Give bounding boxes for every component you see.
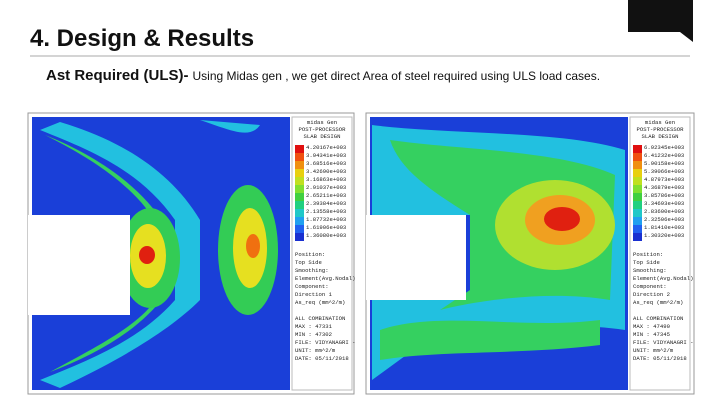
legend-value: 6.92345e+003 — [644, 144, 684, 151]
legend-info: MAX : 47490 — [633, 323, 671, 330]
legend-value: 3.16863e+003 — [306, 176, 346, 183]
legend-value: 1.87732e+003 — [306, 216, 346, 223]
legend-swatch — [633, 225, 642, 233]
legend-swatch — [295, 201, 304, 209]
legend-value: 4.20167e+003 — [306, 144, 346, 151]
legend-info: Top Side — [633, 259, 660, 266]
legend-swatch — [295, 145, 304, 153]
legend-header: midas Gen — [645, 119, 675, 126]
legend-value: 2.83600e+003 — [644, 208, 684, 215]
legend-value: 4.87973e+003 — [644, 176, 684, 183]
legend-info: FILE: VIDYANAGRI - — [295, 339, 355, 346]
legend-info: As_req (mm^2/m) — [633, 299, 683, 306]
legend-header: SLAB DESIGN — [304, 133, 341, 140]
legend-info: Component: — [633, 283, 667, 290]
legend-value: 3.42690e+003 — [306, 168, 346, 175]
legend-info: Smoothing: — [633, 267, 667, 274]
legend-swatch — [633, 145, 642, 153]
subtitle: Ast Required (ULS)- — [46, 67, 189, 84]
legend-value: 1.61906e+003 — [306, 224, 346, 231]
contour-band — [246, 234, 260, 258]
legend-info: FILE: VIDYANAGRI - — [633, 339, 693, 346]
legend-swatch — [633, 185, 642, 193]
legend-value: 2.13558e+003 — [306, 208, 346, 215]
legend-info: MIN : 47345 — [633, 331, 670, 338]
legend-info: Component: — [295, 283, 329, 290]
slab-void — [366, 215, 466, 300]
legend-value: 1.30320e+003 — [644, 232, 684, 239]
contour-band — [380, 320, 600, 360]
legend-info: Element(Avg.Nodal) — [633, 275, 693, 282]
legend-swatch — [633, 193, 642, 201]
legend-info: DATE: 05/11/2018 — [633, 355, 687, 362]
legend-header: POST-PROCESSOR — [637, 126, 685, 133]
legend-value: 2.32506e+003 — [644, 216, 684, 223]
slide-title: 4. Design & Results — [30, 25, 254, 52]
legend-value: 1.81410e+003 — [644, 224, 684, 231]
legend-swatch — [633, 161, 642, 169]
contour-band — [200, 120, 260, 133]
legend-value: 2.65211e+003 — [306, 192, 346, 199]
legend-swatch — [295, 169, 304, 177]
legend-swatch — [633, 217, 642, 225]
legend-swatch — [633, 209, 642, 217]
legend-value: 2.39384e+003 — [306, 200, 346, 207]
legend-info: Position: — [295, 251, 325, 258]
legend-swatch — [295, 193, 304, 201]
legend-info: Direction 1 — [295, 291, 333, 298]
legend-value: 3.85786e+003 — [644, 192, 684, 199]
legend-info: Top Side — [295, 259, 322, 266]
legend-info: MAX : 47331 — [295, 323, 333, 330]
legend-swatch — [295, 161, 304, 169]
slab-void — [28, 215, 130, 315]
legend-swatch — [295, 185, 304, 193]
legend-info: ALL COMBINATION — [295, 315, 345, 322]
legend-value: 5.90158e+003 — [644, 160, 684, 167]
contour-band — [45, 135, 165, 372]
contour-band — [139, 246, 155, 264]
legend-swatch — [633, 169, 642, 177]
legend-header: POST-PROCESSOR — [299, 126, 347, 133]
legend-value: 4.36879e+003 — [644, 184, 684, 191]
legend-value: 1.36080e+003 — [306, 232, 346, 239]
legend-swatch — [633, 233, 642, 241]
legend-value: 3.34693e+003 — [644, 200, 684, 207]
legend-info: UNIT: mm^2/m — [633, 347, 674, 354]
legend-swatch — [295, 225, 304, 233]
legend-info: MIN : 47302 — [295, 331, 332, 338]
contour-band — [40, 122, 200, 388]
legend-swatch — [295, 153, 304, 161]
legend-header: SLAB DESIGN — [642, 133, 679, 140]
corner-tab — [628, 0, 693, 42]
legend-info: Smoothing: — [295, 267, 329, 274]
legend-info: ALL COMBINATION — [633, 315, 683, 322]
legend-value: 3.94341e+003 — [306, 152, 346, 159]
legend-info: Direction 2 — [633, 291, 670, 298]
legend-info: Element(Avg.Nodal) — [295, 275, 355, 282]
legend-value: 5.39066e+003 — [644, 168, 684, 175]
legend-swatch — [295, 217, 304, 225]
legend-value: 3.68516e+003 — [306, 160, 346, 167]
subtitle-line: Ast Required (ULS)- Using Midas gen , we … — [46, 67, 600, 84]
legend-swatch — [295, 209, 304, 217]
legend-info: As_req (mm^2/m) — [295, 299, 345, 306]
contour-band — [544, 207, 580, 231]
legend-value: 2.91037e+003 — [306, 184, 346, 191]
legend-swatch — [633, 153, 642, 161]
legend-header: midas Gen — [307, 119, 337, 126]
legend-swatch — [295, 177, 304, 185]
description: Using Midas gen , we get direct Area of … — [193, 69, 601, 83]
legend-swatch — [295, 233, 304, 241]
legend-info: DATE: 05/11/2018 — [295, 355, 349, 362]
legend-swatch — [633, 177, 642, 185]
legend-swatch — [633, 201, 642, 209]
legend-value: 6.41232e+003 — [644, 152, 684, 159]
legend-info: UNIT: mm^2/m — [295, 347, 336, 354]
legend-info: Position: — [633, 251, 663, 258]
